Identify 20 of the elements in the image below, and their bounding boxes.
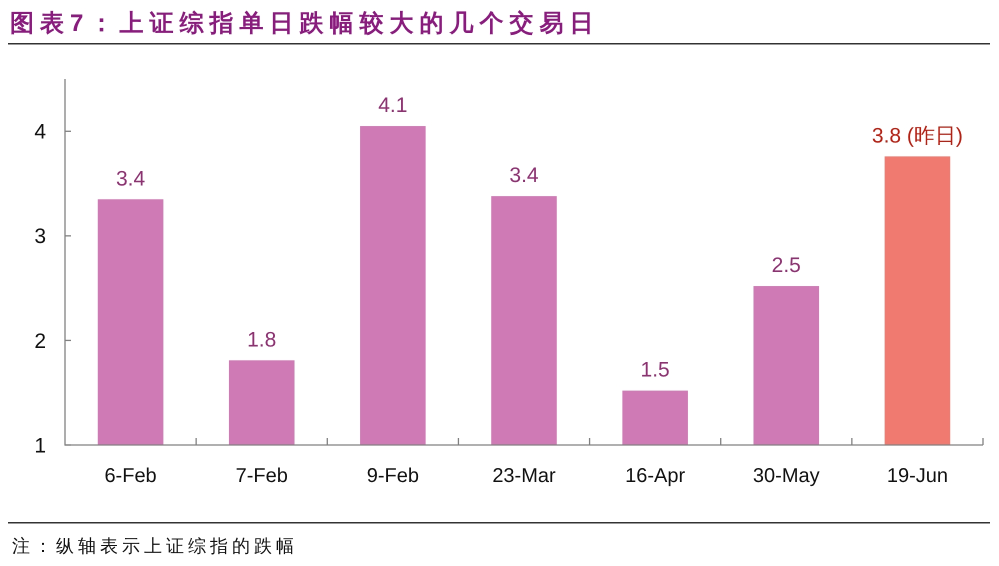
y-tick-label: 2 [34,330,46,353]
data-label: 2.5 [772,254,801,278]
y-tick-label: 3 [34,225,46,248]
chart-title: 图表7：上证综指单日跌幅较大的几个交易日 [10,10,600,37]
text: 注：纵轴表示上证综指的跌幅 [12,536,298,556]
data-label: 4.1 [378,94,408,118]
y-tick-label: 4 [34,120,46,144]
x-tick-label: 16-Apr [625,465,686,487]
data-label: 1.8 [247,328,276,352]
x-tick-label: 23-Mar [492,465,556,487]
y-tick-label: 1 [34,434,46,458]
data-label: 3.8 (昨日) [872,124,963,148]
data-label: 3.4 [116,167,146,190]
data-label: 3.4 [509,164,539,188]
x-tick-label: 9-Feb [366,465,419,487]
data-label: 1.5 [640,358,670,382]
x-tick-label: 7-Feb [236,465,288,487]
x-tick-label: 19-Jun [886,465,948,487]
x-tick-label: 6-Feb [104,465,157,487]
x-tick-label: 30-May [752,465,820,487]
